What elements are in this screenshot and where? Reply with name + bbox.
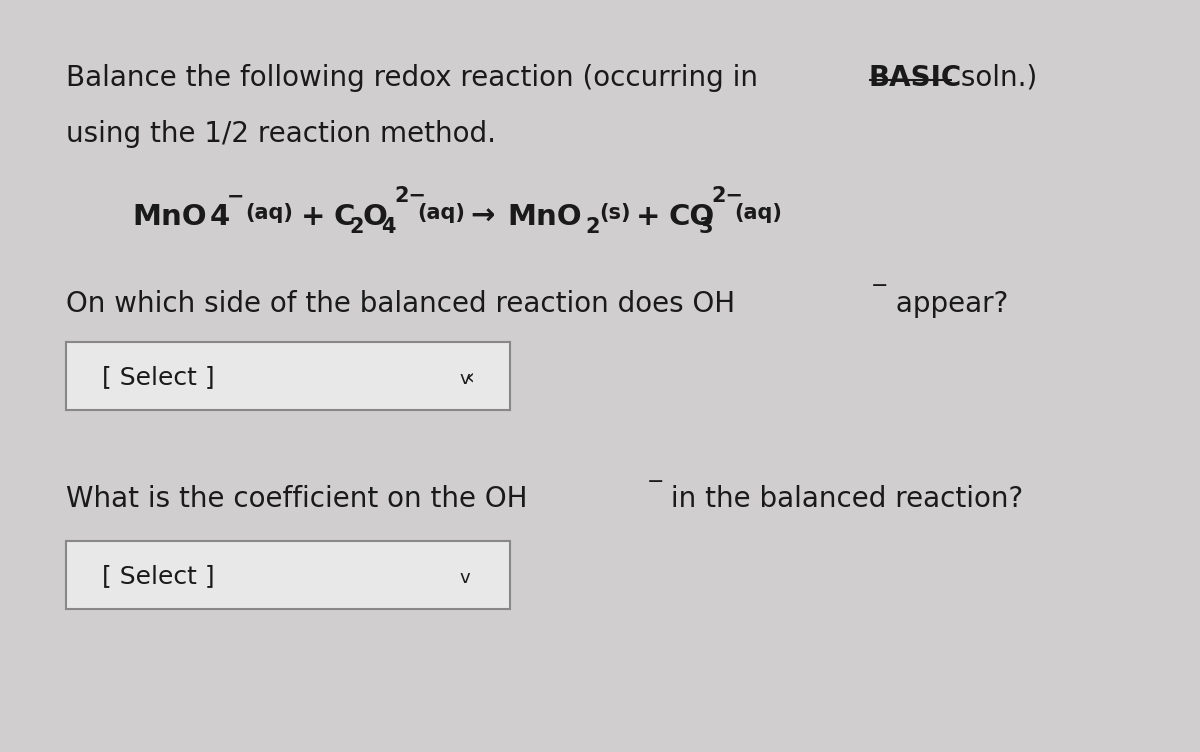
Text: [ Select ]: [ Select ] bbox=[102, 365, 215, 389]
Text: (s): (s) bbox=[599, 203, 630, 223]
Text: −: − bbox=[227, 186, 245, 207]
FancyBboxPatch shape bbox=[66, 342, 510, 410]
Text: 2−: 2− bbox=[712, 186, 744, 207]
Text: 2−: 2− bbox=[395, 186, 427, 207]
Text: 3: 3 bbox=[698, 217, 713, 237]
Text: 4: 4 bbox=[210, 203, 230, 231]
Text: (aq): (aq) bbox=[734, 203, 782, 223]
Text: O: O bbox=[362, 203, 388, 231]
FancyBboxPatch shape bbox=[66, 541, 510, 609]
Text: What is the coefficient on the OH: What is the coefficient on the OH bbox=[66, 485, 528, 513]
Text: →: → bbox=[470, 203, 494, 231]
Text: v: v bbox=[460, 370, 470, 388]
Text: MnO: MnO bbox=[132, 203, 206, 231]
Text: 2: 2 bbox=[349, 217, 364, 237]
Text: +: + bbox=[301, 203, 325, 231]
Text: C: C bbox=[334, 203, 355, 231]
Text: MnO: MnO bbox=[508, 203, 582, 231]
Text: CO: CO bbox=[668, 203, 715, 231]
Text: Balance the following redox reaction (occurring in: Balance the following redox reaction (oc… bbox=[66, 64, 767, 92]
Text: using the 1/2 reaction method.: using the 1/2 reaction method. bbox=[66, 120, 496, 148]
Text: BASIC: BASIC bbox=[869, 64, 962, 92]
Text: ‹: ‹ bbox=[466, 367, 475, 387]
Text: appear?: appear? bbox=[887, 290, 1008, 317]
Text: −: − bbox=[871, 276, 889, 296]
Text: (aq): (aq) bbox=[418, 203, 466, 223]
Text: +: + bbox=[636, 203, 660, 231]
Text: 4: 4 bbox=[382, 217, 396, 237]
Text: [ Select ]: [ Select ] bbox=[102, 564, 215, 588]
Text: in the balanced reaction?: in the balanced reaction? bbox=[662, 485, 1024, 513]
Text: (aq): (aq) bbox=[245, 203, 293, 223]
Text: v: v bbox=[460, 569, 470, 587]
Text: soln.): soln.) bbox=[952, 64, 1037, 92]
Text: −: − bbox=[647, 472, 665, 492]
Text: On which side of the balanced reaction does OH: On which side of the balanced reaction d… bbox=[66, 290, 736, 317]
Text: 2: 2 bbox=[586, 217, 600, 237]
